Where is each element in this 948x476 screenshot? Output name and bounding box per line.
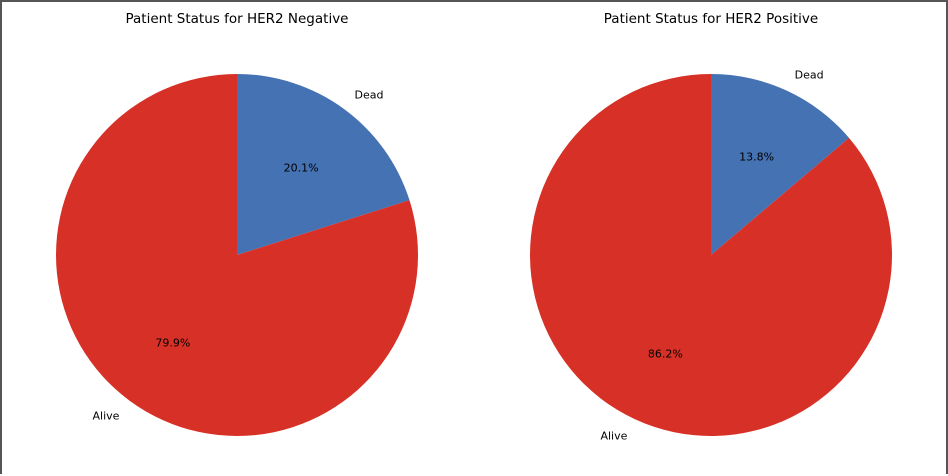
slice-pct-alive: 86.2% xyxy=(648,348,683,361)
pie-chart-her2-positive: Patient Status for HER2 Positive Dead 13… xyxy=(530,11,892,443)
slice-pct-dead: 20.1% xyxy=(284,161,319,174)
chart-title: Patient Status for HER2 Positive xyxy=(604,11,818,27)
pie-slice-alive xyxy=(530,74,892,436)
pie-slice-alive xyxy=(56,74,418,436)
pie-chart-her2-negative: Patient Status for HER2 Negative Dead 20… xyxy=(56,11,418,436)
slice-label-dead: Dead xyxy=(355,88,384,101)
pie-slice-dead xyxy=(711,74,850,255)
slice-label-alive: Alive xyxy=(93,410,120,423)
chart-title: Patient Status for HER2 Negative xyxy=(126,11,349,27)
pie-slice-dead xyxy=(237,74,410,255)
slice-pct-dead: 13.8% xyxy=(739,150,774,163)
pie-slices xyxy=(56,74,418,436)
slice-label-alive: Alive xyxy=(600,430,627,443)
pie-slices xyxy=(530,74,892,436)
slice-label-dead: Dead xyxy=(795,68,824,81)
slice-pct-alive: 79.9% xyxy=(155,337,190,350)
